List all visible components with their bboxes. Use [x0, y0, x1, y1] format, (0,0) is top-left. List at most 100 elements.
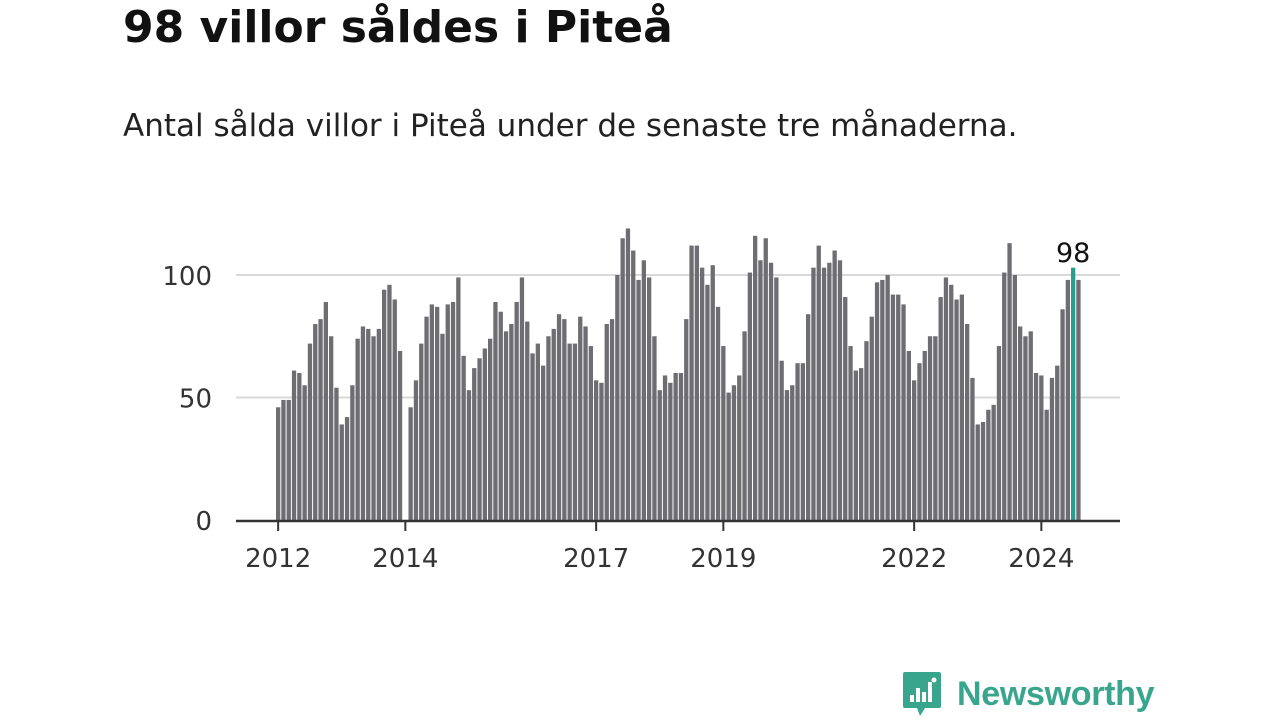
- bar: [747, 272, 752, 520]
- bar: [1012, 275, 1017, 520]
- bar: [1044, 409, 1049, 520]
- bar: [572, 343, 578, 520]
- bar: [551, 328, 556, 520]
- bar: [768, 262, 774, 520]
- bar: [912, 380, 917, 520]
- bar: [339, 424, 344, 520]
- bar: [562, 319, 567, 520]
- bar: [371, 336, 376, 520]
- y-axis-labels: 0 50 100: [162, 262, 212, 537]
- bar: [705, 284, 710, 520]
- bar: [594, 380, 599, 520]
- bar: [307, 343, 313, 520]
- bar: [567, 343, 572, 520]
- bars: [276, 228, 1081, 521]
- bar: [419, 343, 424, 520]
- bar: [843, 297, 848, 520]
- brand-name: Newsworthy: [957, 674, 1155, 713]
- bar: [1033, 373, 1039, 520]
- bar: [806, 314, 811, 520]
- bar: [917, 363, 922, 520]
- bar: [286, 399, 291, 520]
- bar: [509, 324, 514, 520]
- bar: [493, 301, 498, 520]
- bar: [366, 328, 371, 520]
- bar: [631, 250, 636, 520]
- bar: [1055, 365, 1060, 520]
- bar: [429, 304, 434, 520]
- bar: [530, 353, 535, 520]
- chart-subtitle: Antal sålda villor i Piteå under de sena…: [123, 108, 1018, 144]
- y-tick-label: 50: [179, 385, 212, 415]
- bar: [753, 235, 758, 521]
- bar: [472, 368, 477, 520]
- bar: [726, 392, 731, 520]
- bar: [445, 304, 450, 520]
- x-tick-label: 2017: [563, 544, 629, 574]
- bar: [599, 382, 604, 520]
- bar: [975, 424, 980, 520]
- bar: [896, 294, 901, 520]
- bar: [392, 299, 397, 520]
- bar: [1076, 279, 1081, 520]
- bar: [869, 316, 874, 520]
- bar: [647, 277, 652, 520]
- bar: [482, 348, 487, 520]
- x-tick-label: 2022: [881, 544, 947, 574]
- bar: [466, 390, 472, 520]
- bar: [578, 316, 583, 520]
- bar: [450, 301, 456, 520]
- bar: [652, 336, 657, 520]
- bar: [281, 399, 286, 520]
- bar: [546, 336, 551, 520]
- bar: [1039, 375, 1044, 520]
- bar: [350, 385, 355, 520]
- bar: [387, 284, 392, 520]
- bar: [657, 390, 662, 520]
- bar: [556, 314, 562, 520]
- bar: [859, 368, 864, 520]
- bar: [291, 370, 297, 520]
- bar: [800, 363, 805, 520]
- bar: [323, 301, 328, 520]
- bar: [620, 238, 625, 520]
- bar: [837, 260, 843, 520]
- bar: [297, 373, 302, 520]
- bar: [344, 417, 350, 520]
- bar: [874, 282, 880, 520]
- bar: [382, 289, 387, 520]
- bar: [318, 319, 323, 520]
- bar: [355, 338, 360, 520]
- bar: [477, 358, 482, 520]
- bar: [397, 350, 403, 520]
- bar: [922, 350, 927, 520]
- bar: [996, 346, 1002, 520]
- bar: [927, 336, 933, 520]
- bar: [811, 267, 816, 520]
- bar: [424, 316, 429, 520]
- x-tick-label: 2014: [372, 544, 438, 574]
- bar: [456, 277, 461, 520]
- bar: [302, 385, 307, 520]
- bar: [821, 267, 827, 520]
- bar: [784, 390, 790, 520]
- bar: [435, 306, 440, 520]
- bar: [408, 407, 413, 520]
- bar: [694, 245, 699, 520]
- bar: [1049, 377, 1055, 520]
- bar: [949, 284, 954, 520]
- bar: [535, 343, 540, 520]
- x-axis-ticks: [277, 521, 1043, 531]
- bar: [1023, 336, 1028, 520]
- bar: [880, 279, 885, 520]
- x-tick-label: 2019: [690, 544, 756, 574]
- bar: [334, 387, 339, 520]
- bar: [488, 338, 493, 520]
- bar: [901, 304, 906, 520]
- bar: [700, 267, 705, 520]
- bar: [816, 245, 821, 520]
- bar: [763, 238, 768, 520]
- bar: [933, 336, 938, 520]
- bar: [827, 262, 832, 520]
- x-tick-label: 2012: [245, 544, 311, 574]
